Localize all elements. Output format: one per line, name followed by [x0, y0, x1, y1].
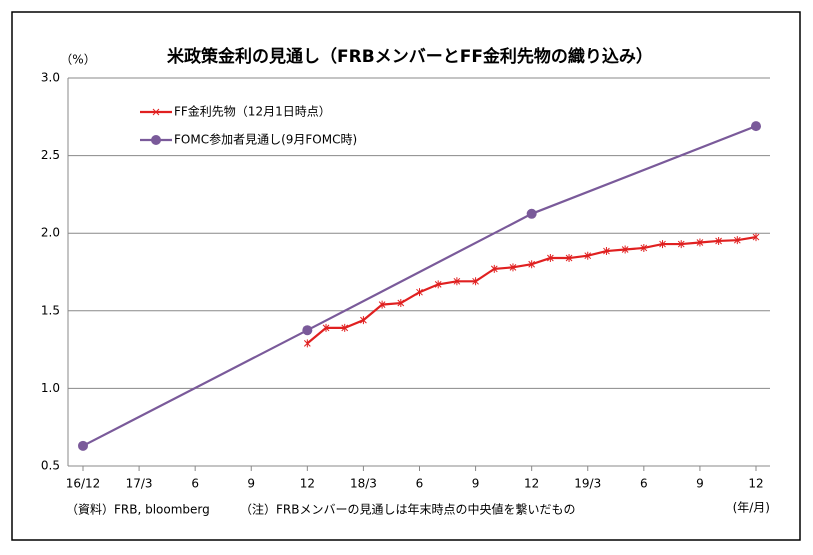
source: （資料）FRB, bloomberg	[66, 503, 210, 517]
marker	[733, 236, 741, 245]
x-tick-label: 6	[191, 477, 199, 491]
marker	[378, 300, 386, 309]
marker	[397, 299, 405, 308]
marker	[416, 288, 423, 297]
series-line	[82, 125, 757, 447]
marker	[78, 440, 88, 451]
marker	[526, 208, 537, 219]
marker	[360, 316, 367, 325]
x-tick-label: 19/3	[574, 477, 601, 491]
x-tick-label: 16/12	[66, 477, 101, 491]
marker	[302, 325, 313, 336]
x-tick-label: 18/3	[350, 477, 377, 491]
marker	[603, 247, 610, 256]
marker	[584, 251, 592, 260]
x-tick-label: 6	[640, 477, 648, 491]
x-tick-label: 9	[696, 477, 704, 491]
marker	[715, 236, 722, 245]
marker	[677, 240, 685, 249]
marker	[490, 264, 498, 273]
marker	[640, 243, 648, 252]
marker	[472, 277, 479, 286]
y-tick-label: 2.0	[41, 226, 60, 240]
marker	[547, 254, 554, 263]
marker	[696, 238, 704, 247]
frame	[11, 11, 801, 541]
marker	[509, 263, 517, 272]
x-tick-label: 17/3	[126, 477, 153, 491]
y-tick-label: 0.5	[41, 459, 60, 473]
note: （注）FRBメンバーの見通しは年末時点の中央値を繋いだもの	[240, 502, 575, 517]
x-tick-label: 9	[472, 477, 480, 491]
marker	[434, 280, 442, 289]
y-tick-label: 3.0	[41, 71, 60, 85]
marker	[453, 277, 461, 286]
marker	[751, 121, 761, 132]
x-tick-label: 12	[748, 477, 763, 491]
y-tick-label: 1.0	[41, 381, 60, 395]
legend-label: FOMC参加者見通し(9月FOMC時)	[174, 132, 357, 147]
chart-title: 米政策金利の見通し（FRBメンバーとFF金利先物の織り込み）	[167, 46, 653, 67]
x-tick-label: 12	[300, 477, 315, 491]
y-tick-label: 2.5	[41, 148, 60, 162]
marker	[659, 240, 666, 249]
marker	[303, 339, 311, 348]
marker	[322, 323, 330, 332]
x-unit: (年/月)	[733, 501, 770, 515]
marker	[528, 260, 536, 269]
x-tick-label: 6	[416, 477, 424, 491]
x-tick-label: 9	[247, 477, 255, 491]
marker	[621, 245, 629, 254]
y-tick-label: 1.5	[41, 303, 60, 317]
legend-marker	[152, 108, 160, 116]
legend-marker	[151, 135, 161, 145]
marker	[752, 233, 760, 242]
legend-label: FF金利先物（12月1日時点）	[174, 104, 331, 119]
y-unit: （%）	[60, 53, 95, 67]
x-tick-label: 12	[524, 477, 539, 491]
series-line	[306, 235, 757, 345]
marker	[565, 254, 573, 263]
marker	[341, 323, 349, 332]
